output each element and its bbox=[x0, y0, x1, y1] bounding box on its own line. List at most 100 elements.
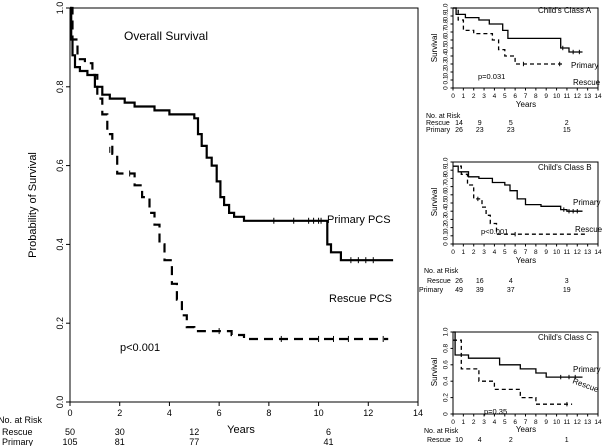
c-x-tick-label: 14 bbox=[594, 419, 602, 426]
c-at-risk-value: 2 bbox=[509, 437, 513, 444]
a-y-axis-label: Survival bbox=[430, 34, 439, 63]
a-series-label: Primary bbox=[571, 61, 599, 70]
c-x-tick-label: 3 bbox=[482, 419, 486, 426]
a-y-tick-label: 0.8 bbox=[443, 19, 450, 28]
main-x-tick-label: 6 bbox=[217, 408, 222, 418]
c-at-risk-value: 10 bbox=[455, 437, 463, 444]
a-x-tick-label: 8 bbox=[534, 93, 538, 100]
main-series-label: Rescue PCS bbox=[329, 293, 392, 305]
main-at-risk-row-label: Primary bbox=[2, 437, 33, 446]
main-series-label: Primary PCS bbox=[327, 214, 391, 226]
c-series-primary-line bbox=[453, 331, 583, 378]
a-series-primary-line bbox=[453, 7, 583, 53]
b-y-tick-label: 0.8 bbox=[443, 174, 450, 183]
a-x-tick-label: 14 bbox=[594, 93, 602, 100]
c-y-tick-label: 0.6 bbox=[443, 360, 450, 369]
a-x-tick-label: 6 bbox=[513, 93, 517, 100]
b-x-tick-label: 0 bbox=[451, 249, 455, 256]
b-y-tick-label: 0.7 bbox=[443, 182, 450, 191]
main-at-risk-value: 81 bbox=[115, 437, 125, 446]
c-x-tick-label: 9 bbox=[544, 419, 548, 426]
b-at-risk-value: 49 bbox=[455, 287, 463, 294]
b-series-primary-line bbox=[453, 165, 583, 212]
c-x-tick-label: 2 bbox=[472, 419, 476, 426]
main-y-tick-label: 0.6 bbox=[55, 159, 65, 172]
main-p-value: p<0.001 bbox=[120, 342, 160, 354]
a-at-risk-value: 14 bbox=[455, 120, 463, 127]
a-at-risk-value: 15 bbox=[563, 127, 571, 134]
a-p-value: p=0.031 bbox=[478, 72, 505, 81]
a-y-tick-label: 0.5 bbox=[443, 43, 450, 52]
a-at-risk-value: 23 bbox=[476, 127, 484, 134]
a-x-tick-label: 9 bbox=[544, 93, 548, 100]
a-at-risk-value: 5 bbox=[509, 120, 513, 127]
b-x-tick-label: 3 bbox=[482, 249, 486, 256]
a-x-tick-label: 2 bbox=[472, 93, 476, 100]
c-x-tick-label: 11 bbox=[564, 419, 571, 426]
b-x-axis-label: Years bbox=[516, 256, 536, 265]
a-x-axis-label: Years bbox=[516, 100, 536, 109]
main-at-risk-value: 77 bbox=[189, 437, 199, 446]
a-at-risk-value: 2 bbox=[565, 120, 569, 127]
main-y-tick-label: 0.0 bbox=[55, 396, 65, 409]
main-y-tick-label: 0.4 bbox=[55, 238, 65, 251]
main-x-axis-label: Years bbox=[227, 424, 255, 436]
b-x-tick-label: 7 bbox=[524, 249, 528, 256]
b-x-tick-label: 11 bbox=[564, 249, 571, 256]
b-at-risk-value: 19 bbox=[563, 287, 571, 294]
a-y-tick-label: 0.4 bbox=[443, 51, 450, 60]
a-at-risk-value: 26 bbox=[455, 127, 463, 134]
b-y-tick-label: 0.3 bbox=[443, 215, 450, 224]
a-at-risk-value: 23 bbox=[507, 127, 515, 134]
b-x-tick-label: 4 bbox=[493, 249, 497, 256]
c-y-tick-label: 0.2 bbox=[443, 393, 450, 402]
b-series-rescue-line bbox=[453, 165, 586, 235]
main-chart-title: Overall Survival bbox=[124, 29, 208, 43]
main-y-tick-label: 0.8 bbox=[55, 81, 65, 94]
b-y-tick-label: 1.0 bbox=[443, 157, 450, 166]
c-x-tick-label: 0 bbox=[451, 419, 455, 426]
main-x-tick-label: 12 bbox=[363, 408, 373, 418]
c-x-tick-label: 7 bbox=[524, 419, 528, 426]
b-y-tick-label: 0 bbox=[443, 242, 450, 246]
b-series-label: Rescue bbox=[575, 225, 603, 234]
c-y-tick-label: 0.8 bbox=[443, 344, 450, 353]
c-y-tick-label: 0.4 bbox=[443, 376, 450, 385]
a-x-tick-label: 7 bbox=[524, 93, 528, 100]
main-x-tick-label: 0 bbox=[67, 408, 72, 418]
a-x-tick-label: 5 bbox=[503, 93, 507, 100]
main-series-rescue-pcs-line bbox=[70, 6, 389, 341]
b-at-risk-row-label: Primary bbox=[419, 287, 444, 294]
a-y-tick-label: 1.0 bbox=[443, 3, 450, 12]
b-x-tick-label: 1 bbox=[462, 249, 466, 256]
c-chart-title: Child's Class C bbox=[538, 333, 592, 342]
b-chart-title: Child's Class B bbox=[538, 163, 592, 172]
a-at-risk-header: No. at Risk bbox=[426, 113, 461, 120]
b-y-axis-label: Survival bbox=[430, 188, 439, 217]
a-at-risk-row-label: Primary bbox=[426, 127, 451, 134]
a-y-tick-label: 0.6 bbox=[443, 35, 450, 44]
main-x-tick-label: 2 bbox=[117, 408, 122, 418]
b-x-tick-label: 13 bbox=[584, 249, 592, 256]
a-at-risk-value: 9 bbox=[478, 120, 482, 127]
main-at-risk-value: 41 bbox=[324, 437, 334, 446]
main-y-axis-label: Probability of Survival bbox=[27, 152, 39, 258]
c-x-tick-label: 12 bbox=[574, 419, 582, 426]
main-at-risk-value: 12 bbox=[189, 427, 199, 437]
b-series-label: Primary bbox=[573, 198, 601, 207]
b-y-tick-label: 0.2 bbox=[443, 223, 450, 232]
c-x-axis-label: Years bbox=[516, 425, 536, 434]
b-at-risk-row-label: Rescue bbox=[427, 278, 451, 285]
main-series-primary-pcs-line bbox=[70, 6, 394, 262]
c-series-label: Primary bbox=[573, 365, 601, 374]
c-x-tick-label: 5 bbox=[503, 419, 507, 426]
b-y-tick-label: 0.5 bbox=[443, 198, 450, 207]
main-at-risk-value: 105 bbox=[62, 437, 77, 446]
a-at-risk-row-label: Rescue bbox=[426, 120, 450, 127]
b-at-risk-value: 4 bbox=[509, 278, 513, 285]
a-chart-title: Child's Class A bbox=[538, 6, 592, 15]
a-x-tick-label: 0 bbox=[451, 93, 455, 100]
main-at-risk-row-label: Rescue bbox=[2, 427, 33, 437]
b-at-risk-value: 16 bbox=[476, 278, 484, 285]
